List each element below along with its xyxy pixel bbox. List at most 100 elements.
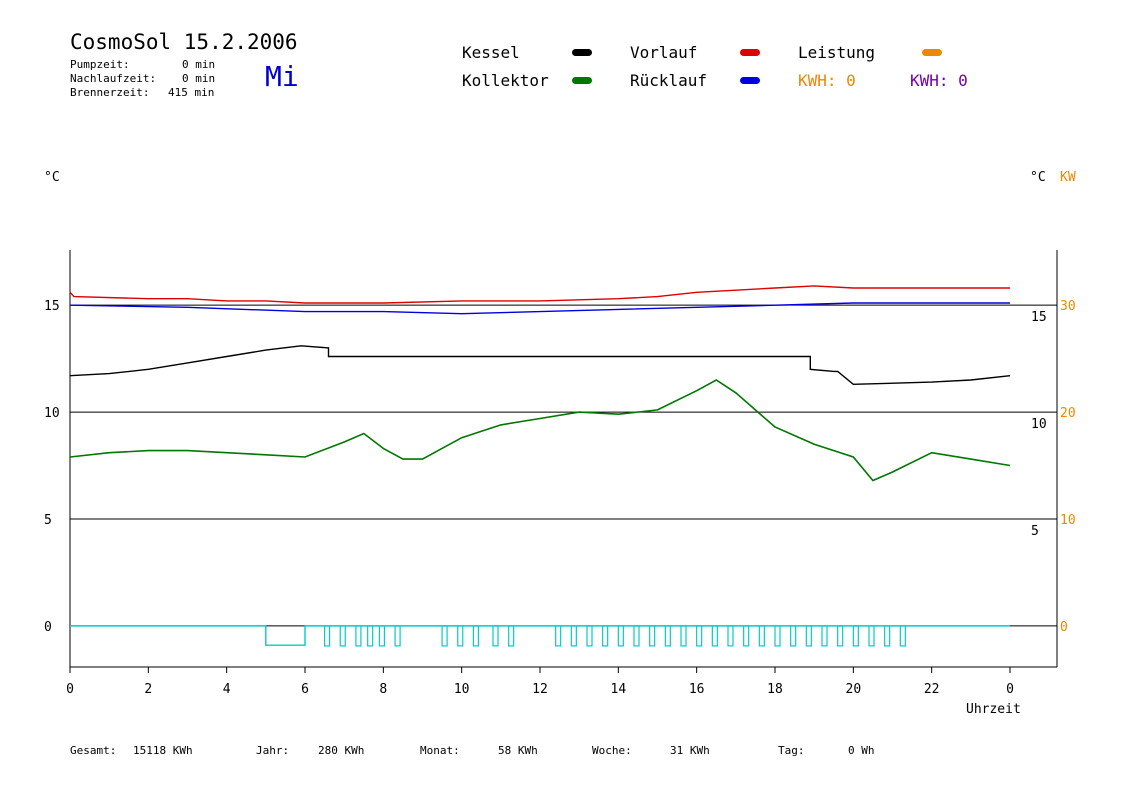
pump-pulse <box>492 625 499 647</box>
y-tick-label-right-c: 5 <box>1031 524 1039 539</box>
legend-kessel: Kessel <box>462 43 520 62</box>
footer-jahr-value: 280 KWh <box>318 744 365 757</box>
stat-brennerzeit-label: Brennerzeit: <box>70 86 150 99</box>
pump-pulse <box>774 625 781 647</box>
x-tick-label: 8 <box>379 682 387 697</box>
weekday-label: Mi <box>265 60 299 93</box>
footer-gesamt-label: Gesamt: <box>70 744 117 757</box>
chart-title: CosmoSol 15.2.2006 <box>70 30 298 54</box>
pump-pulse <box>821 625 828 647</box>
pump-pulse <box>790 625 797 647</box>
pump-pulse <box>743 625 750 647</box>
footer-tag-label: Tag: <box>778 744 805 757</box>
grid-lines <box>70 304 1057 627</box>
series-line-vorlauf <box>69 285 1010 304</box>
left-axis-unit: °C <box>44 170 60 185</box>
pump-pulse <box>758 625 765 647</box>
pump-pulse <box>680 625 687 647</box>
legend-kollektor-swatch <box>572 77 592 84</box>
x-axis-label: Uhrzeit <box>966 702 1021 717</box>
pump-pulse <box>727 625 734 647</box>
pump-pulse <box>899 625 906 647</box>
pump-pulse <box>457 625 464 647</box>
stat-nachlaufzeit-value: 0 min <box>182 72 216 85</box>
y-tick-label-right-c: 15 <box>1031 310 1047 325</box>
pump-pulse <box>664 625 671 647</box>
x-tick-label: 16 <box>689 682 705 697</box>
pump-pulse <box>508 625 515 647</box>
y-tick-label-left: 15 <box>44 299 60 314</box>
axes <box>69 250 1058 673</box>
tick-labels: 0 2 4 6 8 10 12 14 16 18 20 22 0 15 10 5 0 15 10 5 30 20 10 0 <box>44 299 1076 697</box>
x-tick-label: 0 <box>1006 682 1014 697</box>
x-tick-label: 14 <box>611 682 627 697</box>
pump-pulse <box>472 625 480 647</box>
legend-kollektor: Kollektor <box>462 71 549 90</box>
x-tick-label: 4 <box>223 682 231 697</box>
legend-kessel-swatch <box>572 49 592 56</box>
footer-woche-label: Woche: <box>592 744 632 757</box>
x-tick-label: 18 <box>767 682 783 697</box>
pump-pulse <box>868 625 875 647</box>
pump-pulse <box>441 625 448 647</box>
pump-pulse <box>649 625 656 647</box>
legend-ruecklauf: Rücklauf <box>630 71 708 90</box>
pump-pulse <box>884 625 891 647</box>
stat-pumpzeit-label: Pumpzeit: <box>70 58 130 71</box>
pump-pulse <box>805 625 812 647</box>
y-tick-label-right-kw: 30 <box>1060 299 1076 314</box>
legend-kwh-orange: KWH: 0 <box>798 71 856 90</box>
footer-tag-value: 0 Wh <box>848 744 875 757</box>
x-tick-label: 20 <box>846 682 862 697</box>
footer-jahr-label: Jahr: <box>256 744 290 757</box>
stat-pumpzeit-value: 0 min <box>182 58 216 71</box>
pump-pulse <box>617 625 624 647</box>
stat-nachlaufzeit-label: Nachlaufzeit: <box>70 72 157 85</box>
pump-pulse <box>394 625 401 647</box>
stat-brennerzeit-value: 415 min <box>168 86 215 99</box>
x-tick-label: 10 <box>454 682 470 697</box>
x-tick-label: 2 <box>144 682 152 697</box>
pump-pulse <box>696 625 703 647</box>
x-tick-label: 0 <box>66 682 74 697</box>
y-tick-label-left: 0 <box>44 620 52 635</box>
x-tick-label: 12 <box>532 682 548 697</box>
legend-leistung: Leistung <box>798 43 876 62</box>
y-tick-label-left: 5 <box>44 513 52 528</box>
pump-pulse <box>378 625 386 647</box>
series-line-kollektor <box>69 379 1011 482</box>
x-tick-label: 6 <box>301 682 309 697</box>
right-axis-unit-kw: KW <box>1060 170 1076 185</box>
pump-pulse <box>602 625 609 647</box>
legend-leistung-swatch <box>922 49 942 56</box>
pump-pulse <box>339 625 346 647</box>
footer-monat-label: Monat: <box>420 744 460 757</box>
footer-monat-value: 58 KWh <box>498 744 538 757</box>
pump-pulse <box>323 625 331 647</box>
series-layer <box>69 285 1011 647</box>
series-line-pumpe <box>70 625 1010 646</box>
pump-pulse <box>367 625 374 647</box>
pump-pulse <box>355 625 362 647</box>
series-line-rcklauf <box>69 302 1010 315</box>
legend-ruecklauf-swatch <box>740 77 760 84</box>
pump-pulse <box>852 625 859 647</box>
pump-pulse <box>837 625 844 647</box>
y-tick-label-right-kw: 0 <box>1060 620 1068 635</box>
series-line-kessel <box>69 345 1011 386</box>
legend-vorlauf-swatch <box>740 49 760 56</box>
pump-pulse <box>711 625 718 647</box>
pump-pulse <box>570 625 577 647</box>
footer-gesamt-value: 15118 KWh <box>133 744 193 757</box>
y-tick-label-right-c: 10 <box>1031 417 1047 432</box>
legend-vorlauf: Vorlauf <box>630 43 698 62</box>
pump-pulse <box>633 625 640 647</box>
footer-woche-value: 31 KWh <box>670 744 710 757</box>
right-axis-unit-c: °C <box>1030 170 1046 185</box>
pump-pulse <box>586 625 593 647</box>
y-tick-label-right-kw: 10 <box>1060 513 1076 528</box>
x-tick-label: 22 <box>924 682 940 697</box>
y-tick-label-right-kw: 20 <box>1060 406 1076 421</box>
pump-pulse <box>555 625 562 647</box>
